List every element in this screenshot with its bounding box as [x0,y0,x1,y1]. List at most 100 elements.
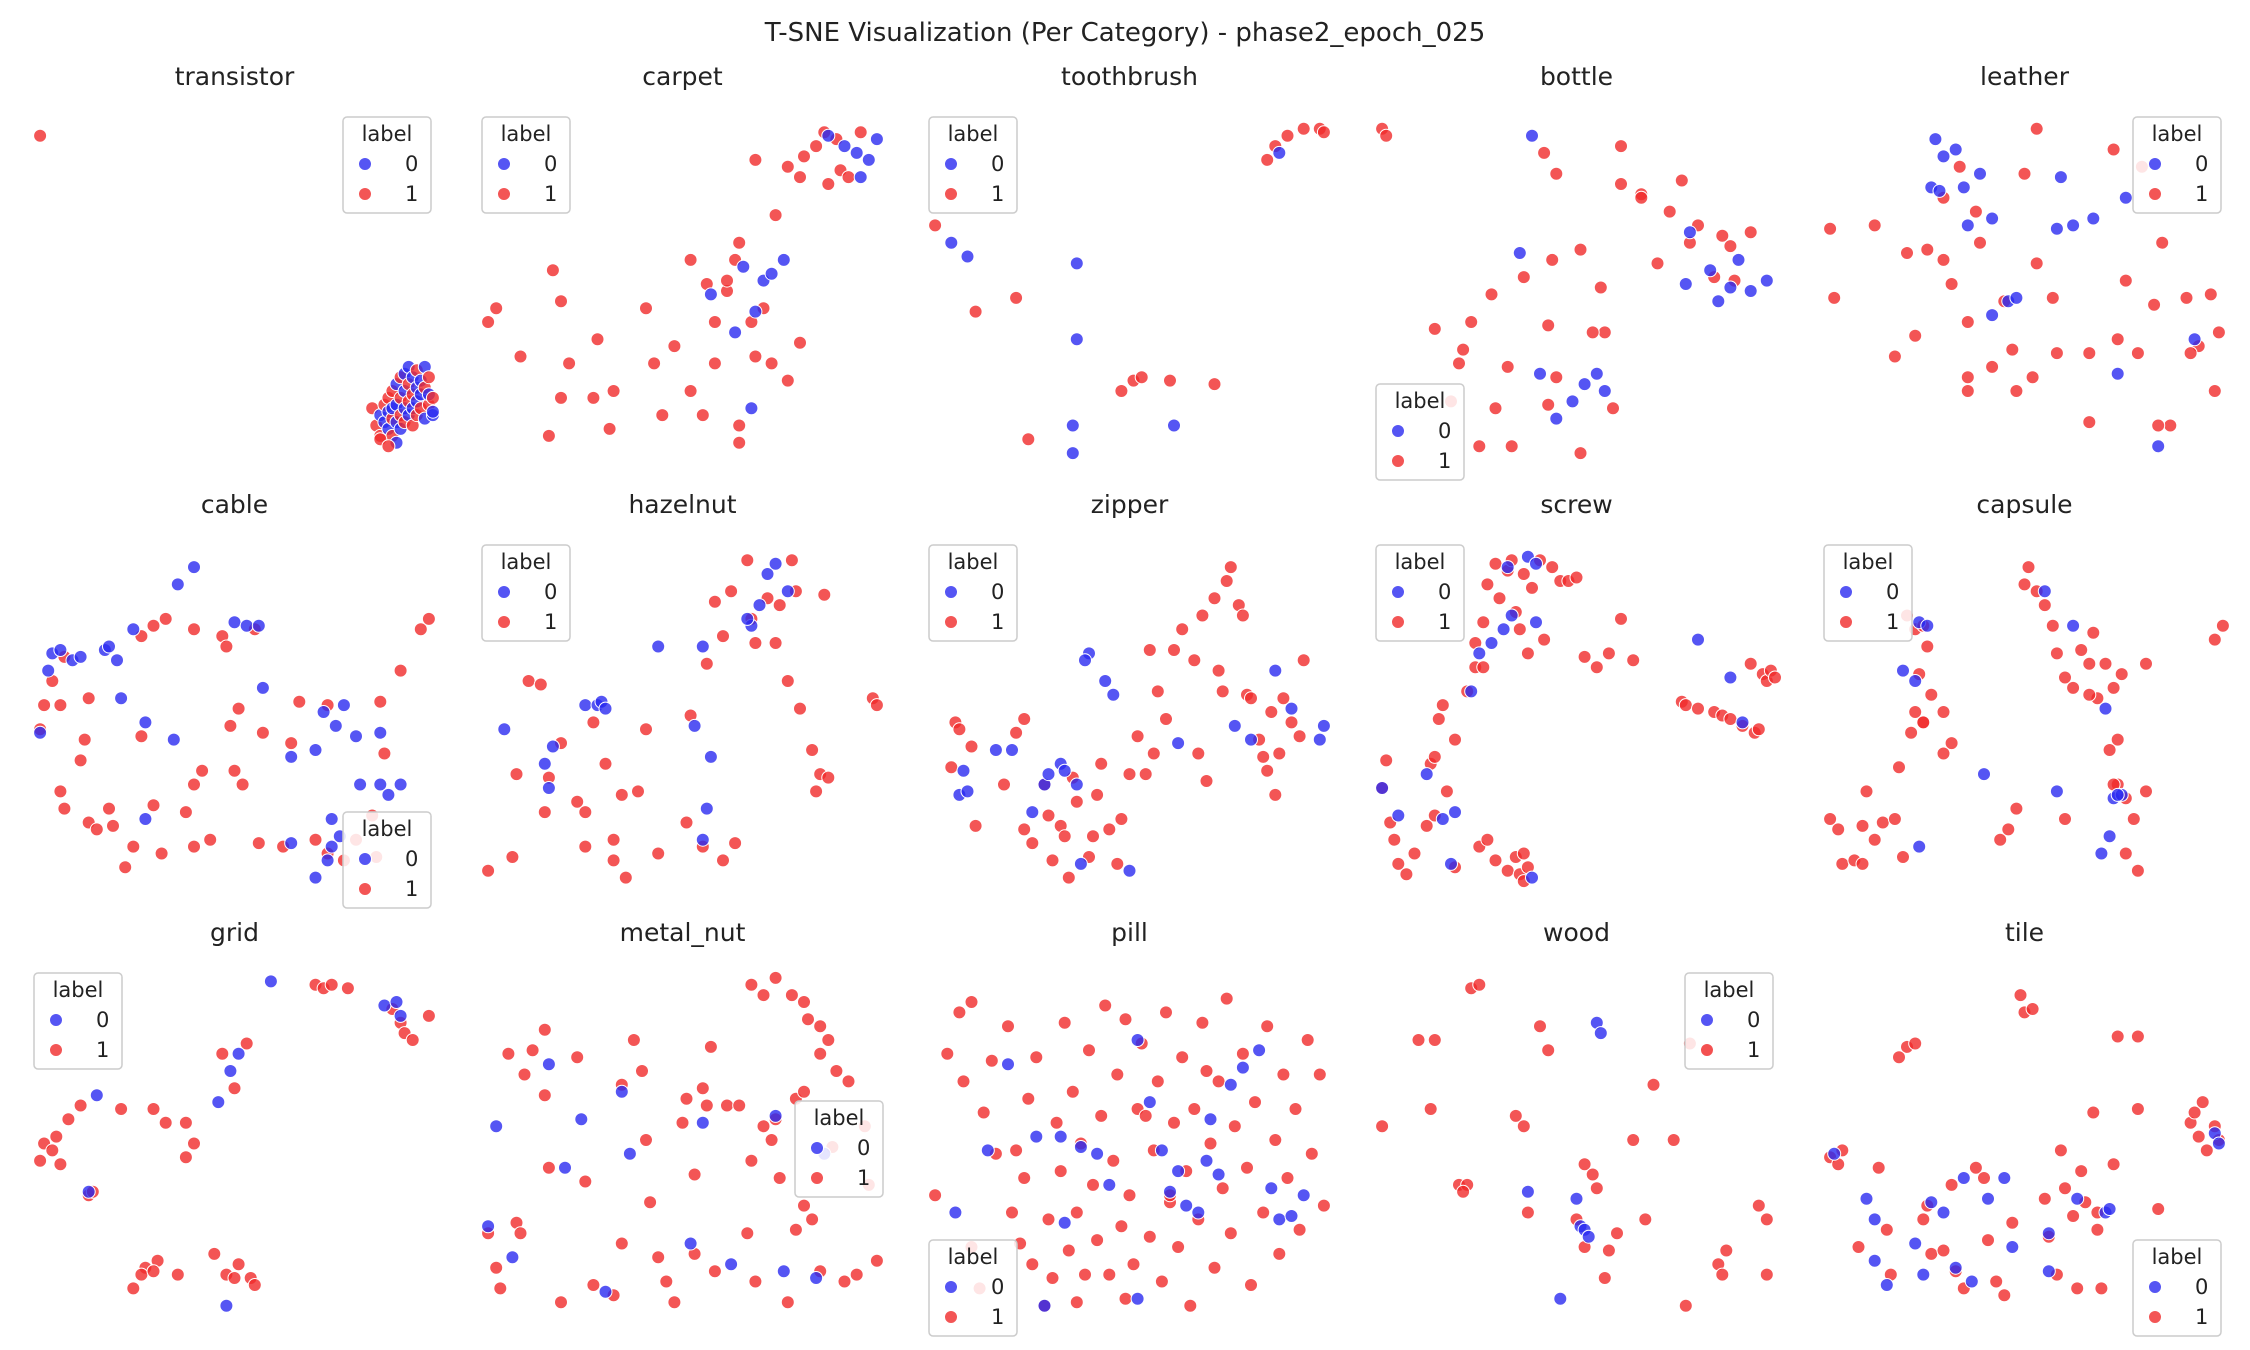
point-label-0 [110,653,124,668]
legend: label 0 1 [2132,1239,2222,1337]
point-label-1 [805,1212,820,1227]
point-label-0 [2110,366,2125,381]
point-label-1 [2151,1202,2166,1216]
legend-marker-1 [358,187,372,201]
point-label-0 [744,401,759,416]
point-label-1 [1924,1246,1939,1261]
point-label-0 [1284,1209,1299,1223]
subplot-title: capsule [1976,490,2072,519]
subplot-pill: pill label 0 1 [928,918,1331,1337]
point-label-1 [1316,1198,1331,1213]
point-label-1 [1626,1133,1641,1147]
point-label-1 [570,1050,585,1065]
point-label-1 [158,611,173,626]
subplot-title: cable [201,490,268,519]
point-label-1 [1537,145,1552,160]
point-label-0 [2070,1191,2085,1206]
point-label-0 [537,756,552,771]
point-label-0 [377,998,392,1013]
point-label-0 [1098,674,1113,688]
point-label-1 [554,390,568,405]
point-label-1 [586,715,601,730]
point-label-0 [776,1264,791,1279]
point-label-0 [2187,332,2202,347]
point-label-1 [1520,1205,1535,1220]
point-label-1 [1069,1205,1084,1220]
legend-entry-0: 0 [857,1136,870,1160]
point-label-1 [187,777,201,792]
point-label-1 [1944,1177,1959,1192]
point-label-1 [1892,1050,1906,1065]
subplot-title: zipper [1091,490,1169,519]
point-label-1 [45,1143,60,1158]
point-label-0 [956,763,971,778]
point-label-1 [89,822,104,837]
point-label-1 [1646,1077,1661,1092]
point-label-0 [1827,1146,1842,1161]
point-label-0 [324,812,339,826]
point-label-0 [869,132,884,147]
point-label-1 [1549,370,1564,385]
point-label-1 [748,349,763,364]
point-label-0 [1472,646,1487,661]
point-label-1 [606,832,621,847]
point-label-1 [37,698,52,713]
point-label-1 [821,770,836,785]
point-label-1 [178,1150,193,1165]
point-label-0 [2094,846,2109,861]
point-label-0 [1879,1278,1894,1292]
point-label-1 [1017,712,1032,726]
point-label-1 [952,722,967,737]
point-label-0 [2118,190,2133,205]
point-label-1 [940,1046,955,1061]
point-label-1 [2151,418,2166,433]
point-label-1 [2082,687,2097,702]
point-label-0 [1723,670,1738,685]
point-label-0 [1171,1164,1186,1179]
point-label-1 [1005,1205,1019,1220]
point-label-1 [651,846,666,861]
point-label-1 [1585,1167,1600,1182]
point-label-1 [1423,1102,1438,1116]
point-label-0 [255,680,270,695]
point-label-1 [541,1160,556,1175]
point-label-0 [1997,1171,2012,1185]
point-label-1 [340,981,355,996]
point-label-1 [1215,1181,1230,1196]
point-label-1 [997,777,1011,792]
point-label-1 [1634,190,1649,205]
point-label-1 [1960,384,1975,398]
point-label-1 [1219,574,1234,588]
point-label-1 [1207,377,1222,392]
point-label-0 [1065,418,1080,433]
point-label-0 [853,170,868,185]
point-label-1 [1981,1233,1995,1248]
point-label-0 [89,1088,104,1103]
point-label-1 [2053,1143,2068,1158]
point-label-1 [146,798,161,813]
point-label-1 [537,1022,552,1037]
point-label-0 [1956,1171,1971,1185]
point-label-0 [752,598,767,613]
legend-marker-1 [944,187,958,201]
point-label-1 [2195,1095,2210,1110]
point-label-1 [1887,349,1902,364]
point-label-0 [1956,180,1971,195]
legend-entry-0: 0 [1886,580,1899,604]
point-label-1 [716,629,730,644]
point-label-1 [647,356,662,371]
point-label-1 [1017,822,1032,837]
point-label-1 [102,801,116,816]
point-label-1 [683,252,698,267]
point-label-1 [2183,346,2198,361]
point-label-1 [223,718,238,733]
point-label-1 [1244,691,1258,706]
point-label-1 [1985,359,2000,374]
legend-entry-0: 0 [1747,1008,1760,1032]
point-label-1 [1296,653,1311,668]
point-label-1 [2130,346,2145,361]
point-label-0 [1936,149,1951,164]
point-label-1 [227,1271,242,1285]
point-label-1 [570,794,585,809]
point-label-1 [643,1195,658,1210]
